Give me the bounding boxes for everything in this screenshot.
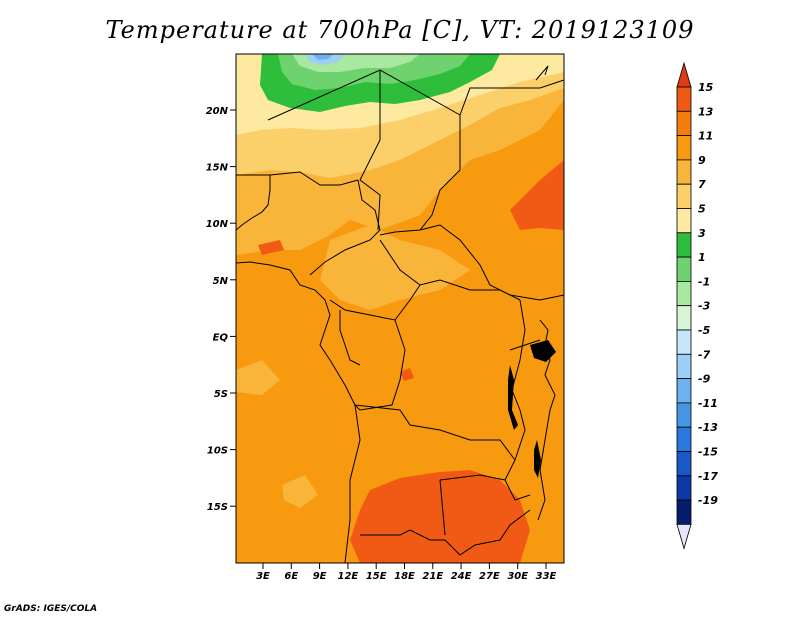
colorbar-label: -19 <box>698 494 718 507</box>
lakes <box>508 340 556 478</box>
lon-tick-label: 3E <box>256 571 270 582</box>
field-patch-11-13-west <box>258 240 284 255</box>
colorbar-swatch <box>676 499 692 525</box>
colorbar-swatch <box>676 280 692 307</box>
colorbar-label: -9 <box>698 373 711 386</box>
lat-tick-label: 5N <box>213 276 229 287</box>
map-frame <box>235 53 565 564</box>
colorbar-top-arrow <box>676 61 692 88</box>
lake-malawi <box>534 440 541 478</box>
map-title: Temperature at 700hPa [C], VT: 201912310… <box>105 16 695 44</box>
colorbar-label: -5 <box>698 324 711 337</box>
colorbar-swatch <box>676 208 692 234</box>
colorbar-swatch <box>676 305 692 331</box>
colorbar-label: 3 <box>698 227 706 240</box>
colorbar: 15 13 11 9 7 5 3 1 -1 -3 -5 -7 -9 -11 -13 -15 -17 -19 <box>676 61 718 550</box>
lake-tanganyika <box>508 365 518 430</box>
field-patch-11-13-center <box>400 368 414 381</box>
colorbar-swatch <box>676 475 692 501</box>
colorbar-label: -3 <box>698 300 711 313</box>
field-cold-core-inner <box>312 54 334 60</box>
field-patch-7-9-west <box>236 360 280 395</box>
lat-tick-label: EQ <box>213 332 229 343</box>
colorbar-label: 1 <box>698 251 706 264</box>
colorbar-swatch <box>676 232 692 258</box>
colorbar-label: 15 <box>698 81 714 94</box>
colorbar-swatch <box>676 426 692 452</box>
colorbar-label: -1 <box>698 275 710 288</box>
colorbar-label: 13 <box>698 105 714 118</box>
field-patch-11-13-ne <box>510 160 564 230</box>
lon-tick-label: 15E <box>366 571 387 582</box>
field-patch-7-9-central <box>320 225 470 310</box>
lon-tick-label: 33E <box>536 571 557 582</box>
colorbar-label: -17 <box>698 470 718 483</box>
lat-tick-label: 10N <box>206 219 229 230</box>
colorbar-label: 7 <box>698 178 706 191</box>
lon-tick-label: 27E <box>479 571 500 582</box>
lon-tick-label: 9E <box>313 571 327 582</box>
colorbar-swatch <box>676 402 692 428</box>
colorbar-label: -7 <box>698 348 711 361</box>
lat-tick-label: 15N <box>206 163 229 174</box>
lon-tick-label: 30E <box>507 571 528 582</box>
colorbar-label: 11 <box>698 130 713 143</box>
colorbar-label: 9 <box>698 154 706 167</box>
colorbar-label: -15 <box>698 446 718 459</box>
lat-tick-label: 20N <box>206 106 229 117</box>
latitude-axis: 20N 15N 10N 5N EQ 5S 10S 15S <box>206 106 236 513</box>
colorbar-label: -11 <box>698 397 718 410</box>
colorbar-swatch <box>676 378 692 404</box>
longitude-axis: 3E 6E 9E 12E 15E 18E 21E 24E 27E 30E 33E <box>256 563 557 582</box>
colorbar-swatch <box>676 110 692 137</box>
colorbar-swatch <box>676 183 692 209</box>
lon-tick-label: 24E <box>451 571 472 582</box>
country-borders <box>236 65 564 563</box>
colorbar-label: -13 <box>698 421 718 434</box>
colorbar-bottom-arrow <box>676 524 692 550</box>
lat-tick-label: 5S <box>214 389 228 400</box>
field-patch-11-13-south <box>350 470 530 563</box>
lon-tick-label: 21E <box>422 571 443 582</box>
colorbar-swatch <box>676 256 692 282</box>
field-patch-7-9-sw <box>282 475 318 508</box>
temperature-field <box>236 54 564 563</box>
grads-credit: GrADS: IGES/COLA <box>4 604 98 614</box>
colorbar-swatch <box>676 159 692 185</box>
colorbar-swatch <box>676 329 692 355</box>
colorbar-swatch <box>676 451 692 477</box>
colorbar-swatch <box>676 86 692 112</box>
colorbar-swatch <box>676 353 692 379</box>
lon-tick-label: 12E <box>338 571 359 582</box>
colorbar-label: 5 <box>698 203 706 216</box>
lat-tick-label: 15S <box>207 502 228 513</box>
lake-victoria <box>530 340 556 362</box>
lon-tick-label: 18E <box>394 571 415 582</box>
colorbar-swatch <box>676 135 692 161</box>
lat-tick-label: 10S <box>207 446 228 457</box>
lon-tick-label: 6E <box>284 571 298 582</box>
